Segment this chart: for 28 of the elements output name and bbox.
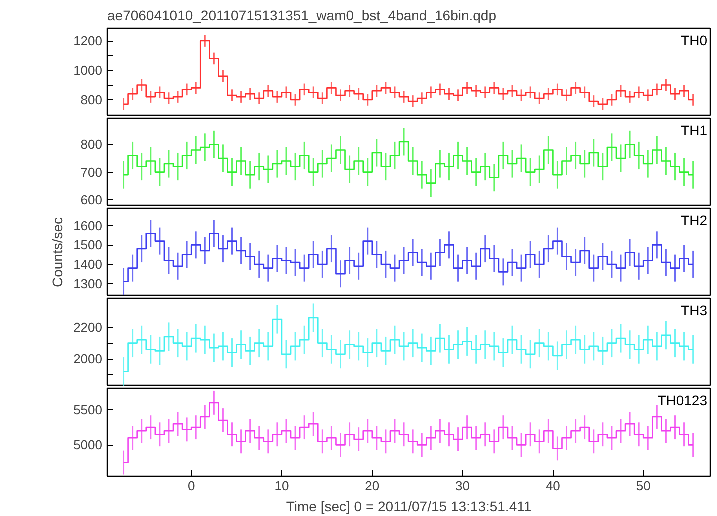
series-label: TH3 bbox=[681, 302, 708, 318]
x-tick-label: 40 bbox=[546, 478, 560, 494]
x-tick-label: 20 bbox=[365, 478, 380, 494]
y-tick-label: 700 bbox=[80, 164, 103, 180]
y-tick-label: 2000 bbox=[74, 352, 102, 367]
x-tick-label: 0 bbox=[188, 478, 196, 494]
y-tick-label: 1000 bbox=[74, 63, 102, 78]
x-tick-label: 10 bbox=[274, 478, 290, 494]
series-label: TH0123 bbox=[658, 392, 708, 408]
x-tick-label: 30 bbox=[456, 478, 470, 494]
y-tick-label: 5500 bbox=[74, 402, 102, 418]
text: TH0 bbox=[681, 32, 708, 48]
y-axis-title: Counts/sec bbox=[50, 217, 66, 288]
y-tick-label: 800 bbox=[80, 92, 103, 108]
y-tick-label: 600 bbox=[80, 192, 103, 208]
y-tick-label: 5000 bbox=[74, 438, 102, 453]
x-tick-label: 50 bbox=[636, 478, 651, 494]
chart-title: ae706041010_20110715131351_wam0_bst_4band_16bin.qdp bbox=[108, 8, 497, 24]
y-tick-label: 1600 bbox=[74, 218, 102, 234]
y-tick-label: 1500 bbox=[74, 238, 102, 253]
x-axis-title: Time [sec] 0 = 2011/07/15 13:13:51.411 bbox=[286, 498, 532, 514]
y-tick-label: 1200 bbox=[74, 34, 102, 49]
y-tick-label: 1300 bbox=[74, 276, 102, 292]
series-label: TH1 bbox=[681, 122, 708, 138]
y-tick-label: 800 bbox=[80, 137, 103, 152]
y-tick-label: 1400 bbox=[74, 256, 102, 272]
series-label: TH2 bbox=[681, 212, 708, 228]
y-tick-label: 2200 bbox=[74, 320, 102, 335]
